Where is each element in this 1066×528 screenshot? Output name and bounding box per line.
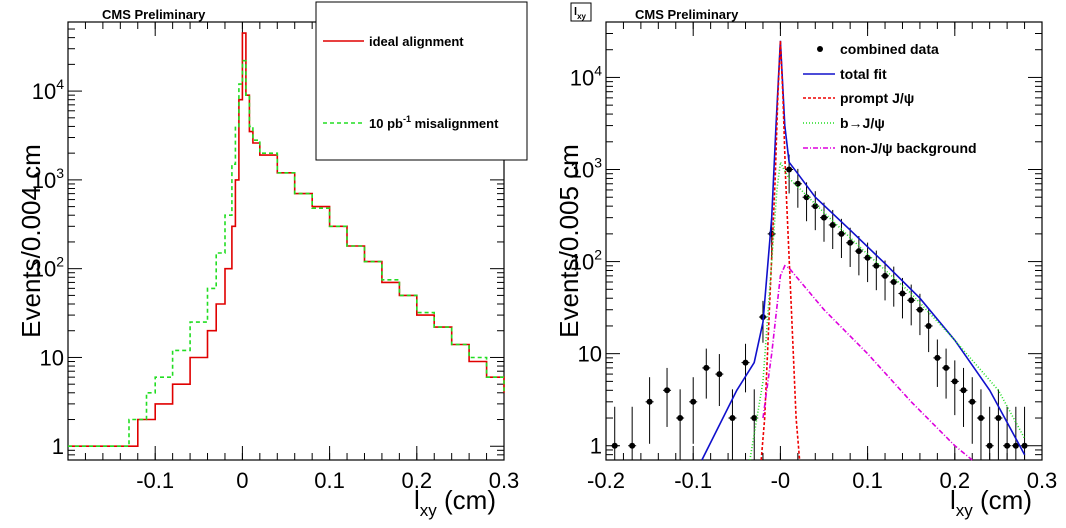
x-tick-label: 0 [236,468,248,493]
legend-marker-combined-data [817,46,823,52]
left-series-group [68,32,505,447]
x-tick-label: -0.2 [587,468,625,493]
legend-label-ideal-alignment: ideal alignment [369,34,464,49]
x-tick-label: 0.2 [940,468,971,493]
y-tick-label: 10 [40,345,64,370]
data-point [611,442,618,449]
x-tick-label: 0.3 [1027,468,1058,493]
data-point [986,442,993,449]
right-x-axis: -0.2 -0.1 -0 0.1 0.2 0.3 [587,22,1057,493]
data-point [751,415,758,422]
data-point [855,248,862,255]
left-y-axis-label: Events/0.004 cm [16,144,46,338]
data-point [803,194,810,201]
data-point [908,297,915,304]
data-point [951,378,958,385]
right-x-axis-label: lxy (cm) [950,485,1032,520]
data-point [629,442,636,449]
right-corner-label: lxy [574,6,587,21]
data-point [1004,442,1011,449]
y-tick-label: 103 [570,155,602,183]
x-tick-label: 0.1 [314,468,345,493]
data-point [821,214,827,221]
data-point [995,415,1002,422]
right-fit-curves [701,40,1026,461]
data-point [969,398,976,405]
data-point [703,364,710,371]
legend-label-misalignment: 10 pb-1 misalignment [369,114,499,131]
data-point [1021,442,1028,449]
y-tick-label: 102 [570,247,602,275]
data-point [977,415,984,422]
data-point [794,180,801,187]
y-tick-label: 103 [32,165,64,193]
right-plot-frame [605,21,1043,461]
legend-label-combined-data: combined data [840,41,939,57]
data-point [838,230,845,237]
fit-curve-3 [762,264,973,461]
data-point [646,398,653,405]
y-tick-label: 104 [570,62,602,90]
right-y-axis-label: Events/0.005 cm [554,144,584,338]
y-tick-label: 104 [32,76,64,104]
data-point [847,239,854,246]
y-tick-label: 1 [590,434,602,459]
x-tick-label: 0.1 [852,468,883,493]
series-line-0 [68,32,505,447]
x-tick-label: -0 [771,468,791,493]
left-y-axis: 1 10 102 103 104 [32,21,504,461]
y-tick-label: 10 [578,342,602,367]
left-legend: ideal alignment 10 pb-1 misalignment [315,1,528,161]
fit-curve-0 [701,40,1026,461]
right-preliminary-label: CMS Preliminary [635,7,739,22]
left-x-axis-label: lxy (cm) [414,485,496,520]
y-tick-label: 102 [32,254,64,282]
left-preliminary-label: CMS Preliminary [102,7,206,22]
right-legend: combined data total fit prompt J/ψ b→J/ψ… [803,41,977,156]
legend-label-prompt: prompt J/ψ [840,90,914,106]
data-point [729,415,736,422]
y-tick-label: 1 [52,434,64,459]
data-point [786,166,793,173]
data-point [899,290,906,297]
fit-curve-1 [760,40,801,461]
x-tick-label: 0.3 [489,468,520,493]
data-point [677,415,684,422]
right-corner-label-box [570,2,592,22]
left-legend-box [315,1,528,161]
data-point [890,279,897,286]
data-point [882,272,889,279]
legend-label-b-to-jpsi: b→J/ψ [840,115,885,131]
data-point [960,387,967,394]
data-point [916,306,923,313]
left-plot-frame [67,21,505,461]
legend-label-total-fit: total fit [840,66,887,82]
data-point [1012,442,1019,449]
series-line-1 [68,59,505,447]
left-chart-panel: CMS Preliminary 1 10 102 103 104 -0.1 0 0.1 0.2… [16,1,528,520]
fit-curve-2 [749,159,1026,461]
legend-label-background: non-J/ψ background [840,140,977,156]
x-tick-label: -0.1 [674,468,712,493]
right-y-axis: 1 10 102 103 104 [570,21,1042,461]
data-point [943,364,950,371]
data-point [812,203,819,210]
x-tick-label: -0.1 [136,468,174,493]
data-point [690,398,697,405]
data-point [716,371,723,378]
x-tick-label: 0.2 [402,468,433,493]
data-point [742,359,749,366]
data-point [934,354,941,361]
data-point [664,387,671,394]
data-point [925,322,932,329]
